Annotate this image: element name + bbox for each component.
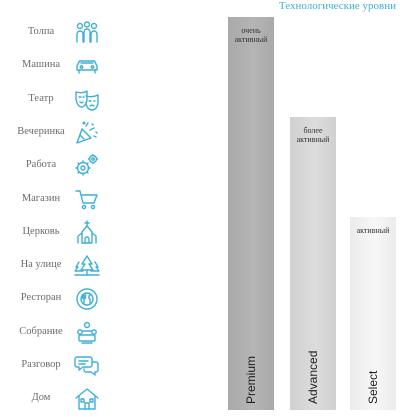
- row-label: Ресторан: [20, 292, 62, 304]
- party-popper-icon: [74, 120, 100, 146]
- bar-advanced: [290, 116, 336, 410]
- trees-icon: [74, 253, 100, 279]
- plate-cutlery-icon: [74, 286, 100, 312]
- activity-label: активный: [356, 225, 390, 235]
- activity-label: очень активный: [234, 26, 268, 44]
- house-icon: [74, 386, 100, 412]
- bar-category-label: Advanced: [306, 350, 320, 404]
- bar-premium: [228, 17, 274, 410]
- gears-icon: [74, 153, 100, 179]
- bar-category-label: Premium: [244, 355, 258, 404]
- activity-label: более активный: [296, 125, 330, 144]
- row-label: Машина: [22, 59, 60, 71]
- meeting-icon: [74, 320, 100, 346]
- bar-category-label: Select: [366, 370, 380, 404]
- row-label: Работа: [25, 159, 57, 171]
- car-icon: [74, 53, 100, 79]
- speech-bubbles-icon: [74, 353, 100, 379]
- row-label: Вечеринка: [17, 125, 65, 137]
- church-icon: [74, 220, 100, 246]
- row-label: Собрание: [19, 325, 63, 337]
- row-label: Магазин: [21, 192, 61, 204]
- row-label: Церковь: [22, 225, 60, 237]
- row-label: Театр: [28, 92, 54, 104]
- crowd-icon: [74, 20, 100, 46]
- chart-title: Технологические уровни: [278, 0, 396, 12]
- row-label: Толпа: [27, 26, 55, 37]
- theater-masks-icon: [74, 87, 100, 113]
- bar-select: [350, 216, 396, 410]
- shopping-cart-icon: [74, 187, 100, 213]
- row-label: Разговор: [21, 359, 61, 370]
- row-label: Дом: [31, 392, 51, 404]
- row-label: На улице: [20, 259, 62, 271]
